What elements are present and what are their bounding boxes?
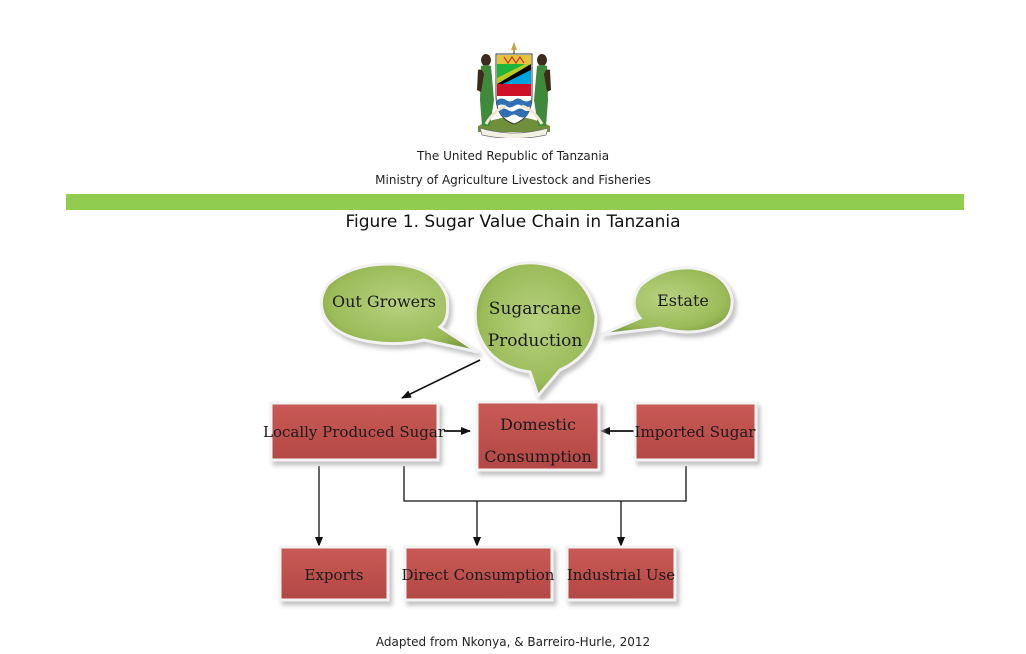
box-imported-label: Imported Sugar <box>635 423 757 441</box>
bubble-sugarcane-label-line2: Production <box>488 331 583 351</box>
bubble-estate <box>599 266 734 337</box>
box-exports <box>278 545 390 602</box>
bubble-sugarcane-label-line1: Sugarcane <box>489 299 581 319</box>
bubble-estate-label: Estate <box>657 291 709 310</box>
bubble-out-growers-label: Out Growers <box>332 292 436 311</box>
bubble-sugarcane-production <box>473 261 598 400</box>
header-divider-bar <box>66 194 964 210</box>
box-exports-label: Exports <box>305 566 364 584</box>
box-industrial-use <box>565 545 677 602</box>
republic-name: The United Republic of Tanzania <box>416 149 610 163</box>
figure-title: Figure 1. Sugar Value Chain in Tanzania <box>345 212 681 232</box>
connector-bracket <box>403 466 687 502</box>
ministry-name: Ministry of Agriculture Livestock and Fi… <box>375 173 651 187</box>
box-direct-consumption <box>403 545 554 602</box>
box-industrial-use-label: Industrial Use <box>567 566 675 584</box>
figure-source-caption: Adapted from Nkonya, & Barreiro-Hurle, 2… <box>375 635 651 649</box>
coat-of-arms-emblem <box>477 42 551 138</box>
box-imported-sugar <box>633 401 758 462</box>
arrow-production-to-local <box>401 359 481 399</box>
box-domestic-consumption <box>475 400 601 472</box>
box-direct-consumption-label: Direct Consumption <box>402 566 555 584</box>
box-domestic-label-line1: Domestic <box>500 415 576 434</box>
box-locally-produced-sugar <box>269 401 440 462</box>
bubble-out-growers <box>319 262 479 354</box>
box-domestic-label-line2: Consumption <box>484 447 592 466</box>
box-locally-produced-label: Locally Produced Sugar <box>263 423 446 441</box>
